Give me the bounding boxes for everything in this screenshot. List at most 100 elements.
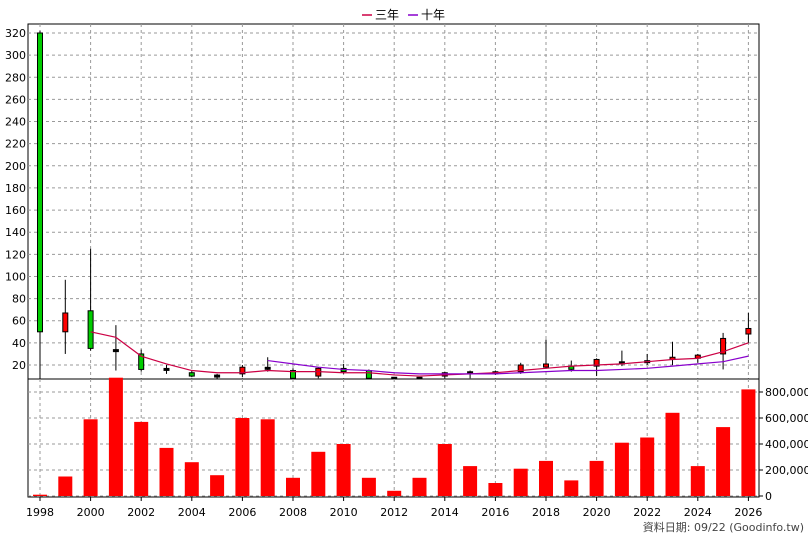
candle-body	[720, 337, 727, 355]
candle	[188, 370, 195, 378]
candle	[112, 325, 119, 371]
volume-y-axis: 0 200,000 400,000 600,000 800,000	[759, 386, 808, 503]
volume-bar	[134, 421, 149, 496]
x-tick-label: 2004	[178, 506, 206, 519]
x-tick-label: 2014	[431, 506, 459, 519]
volume-bar	[184, 462, 199, 496]
x-tick-label: 2026	[734, 506, 762, 519]
x-tick-label: 2020	[583, 506, 611, 519]
price-panel: 20 40 60 80 100 120 140 160 180 200 220 240 260 280 30…	[5, 23, 760, 388]
x-tick-label: 2022	[633, 506, 661, 519]
candle-body	[112, 349, 119, 353]
candlestick-series	[37, 30, 752, 388]
volume-plot-frame	[27, 378, 760, 498]
volume-bar	[311, 451, 326, 496]
x-tick-label: 2006	[228, 506, 256, 519]
volume-bar	[108, 377, 123, 496]
candle-body	[745, 327, 752, 335]
volume-bar	[387, 490, 402, 496]
x-tick-label: 2000	[77, 506, 105, 519]
price-tick-label: 20	[12, 359, 26, 372]
price-tick-label: 320	[5, 27, 26, 40]
candle-body	[264, 366, 271, 370]
price-tick-label: 40	[12, 337, 26, 350]
candle	[138, 349, 145, 372]
candle-body	[163, 367, 170, 371]
legend-label-10yr: 十年	[421, 8, 445, 22]
volume-bar	[286, 477, 300, 496]
volume-bar	[665, 412, 680, 496]
volume-tick-label: 200,000	[765, 464, 808, 477]
x-tick-label: 2002	[127, 506, 155, 519]
candle-body	[543, 363, 549, 368]
volume-tick-label: 0	[765, 490, 772, 503]
candle-body	[188, 372, 195, 377]
volume-bar	[336, 444, 351, 496]
price-tick-label: 80	[12, 293, 26, 306]
volume-bar	[614, 442, 629, 496]
volume-bar	[159, 447, 174, 496]
ma-3yr-line	[90, 331, 749, 377]
volume-bar	[741, 389, 756, 496]
moving-average-lines	[90, 331, 749, 377]
volume-bar	[488, 483, 503, 496]
price-tick-label: 120	[5, 248, 26, 261]
legend: 三年 十年	[362, 8, 445, 22]
x-tick-label: 2016	[481, 506, 509, 519]
price-tick-label: 280	[5, 71, 26, 84]
x-tick-label: 2008	[279, 506, 307, 519]
volume-bar	[463, 466, 478, 496]
candle-body	[517, 364, 524, 373]
volume-bar	[210, 475, 225, 496]
candle	[543, 339, 549, 369]
x-tick-label: 1998	[26, 506, 54, 519]
price-tick-label: 300	[5, 49, 26, 62]
candle-body	[239, 366, 246, 375]
price-tick-label: 240	[5, 116, 26, 129]
candle-body	[365, 370, 372, 379]
price-tick-label: 180	[5, 182, 26, 195]
volume-bar	[513, 468, 528, 496]
x-tick-label: 2024	[684, 506, 712, 519]
volume-bar	[539, 460, 553, 496]
candle	[517, 362, 524, 374]
candle	[264, 357, 271, 372]
x-axis: 1998 2000 2002 2004 2006 2008 2010 2012 2014 2016…	[26, 497, 762, 519]
candle-body	[290, 370, 296, 379]
candle	[163, 365, 170, 374]
candle-body	[593, 358, 600, 367]
price-tick-label: 260	[5, 93, 26, 106]
candle-body	[214, 374, 221, 378]
price-y-axis: 20 40 60 80 100 120 140 160 180 200 220 240 260 280 30…	[5, 27, 26, 372]
volume-bar	[690, 466, 705, 496]
candle	[87, 248, 94, 351]
x-tick-label: 2018	[532, 506, 560, 519]
price-tick-label: 140	[5, 226, 26, 239]
candle	[593, 358, 600, 377]
x-tick-label: 2012	[380, 506, 408, 519]
legend-label-3yr: 三年	[375, 8, 399, 22]
volume-tick-label: 400,000	[765, 438, 808, 451]
volume-bar	[83, 419, 98, 496]
volume-bar	[716, 427, 731, 496]
candle	[745, 312, 752, 343]
price-tick-label: 220	[5, 138, 26, 151]
volume-bars	[33, 377, 756, 496]
data-date-footnote: 資料日期: 09/22 (Goodinfo.tw)	[643, 520, 804, 534]
price-plot-frame	[27, 23, 760, 380]
candle-body	[87, 310, 94, 349]
candle	[62, 279, 69, 354]
volume-tick-label: 600,000	[765, 412, 808, 425]
price-tick-label: 200	[5, 160, 26, 173]
candle	[214, 373, 221, 380]
volume-bar	[361, 477, 376, 496]
price-tick-label: 60	[12, 315, 26, 328]
price-tick-label: 100	[5, 270, 26, 283]
volume-bar	[640, 437, 655, 496]
volume-bar	[58, 476, 73, 496]
candle-body	[138, 353, 145, 370]
candle-body	[37, 32, 43, 333]
candle	[37, 30, 43, 388]
volume-bar	[437, 444, 452, 496]
